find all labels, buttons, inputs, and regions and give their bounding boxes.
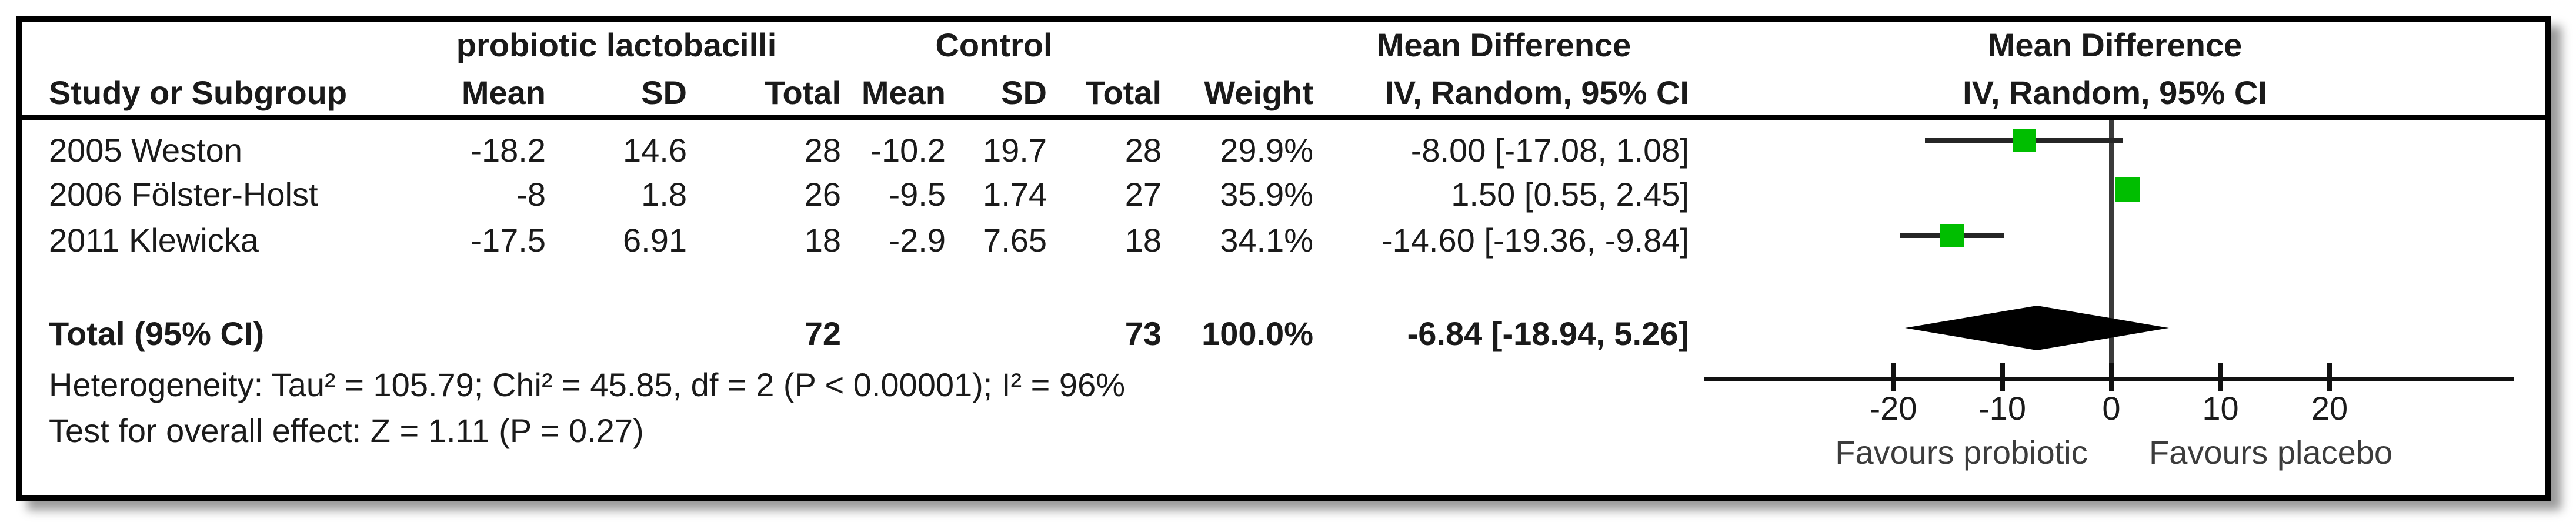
axis-tick-label: 10 xyxy=(2202,390,2239,427)
effect-square xyxy=(2013,129,2036,152)
ctl-mean-cell: -2.9 xyxy=(889,222,946,259)
exp-total-cell: 18 xyxy=(804,222,841,259)
header-separator-line xyxy=(22,115,2546,120)
favours-right-label: Favours placebo xyxy=(2148,434,2393,471)
ctl-sd-cell: 7.65 xyxy=(983,222,1047,259)
axis-tick-label: 0 xyxy=(2102,390,2121,427)
study-label: 2011 Klewicka xyxy=(49,222,259,259)
weight-cell: 35.9% xyxy=(1220,176,1313,213)
exp-total-cell: 28 xyxy=(804,132,841,169)
axis-tick xyxy=(1891,363,1896,391)
exp-sd-cell: 6.91 xyxy=(623,222,687,259)
ci-text-cell: 1.50 [0.55, 2.45] xyxy=(1451,176,1689,213)
ctl-total-cell: 28 xyxy=(1125,132,1162,169)
ci-text-cell: -14.60 [-19.36, -9.84] xyxy=(1381,222,1689,259)
ci-text-cell: -8.00 [-17.08, 1.08] xyxy=(1410,132,1689,169)
col-header-weight: Weight xyxy=(1204,74,1313,111)
exp-mean-cell: -18.2 xyxy=(471,132,546,169)
overall-effect-text: Test for overall effect: Z = 1.11 (P = 0… xyxy=(49,412,644,449)
ctl-total-cell: 18 xyxy=(1125,222,1162,259)
group-header-control: Control xyxy=(935,26,1053,63)
figure-border xyxy=(16,16,2551,501)
zero-reference-line xyxy=(2109,120,2114,379)
exp-mean-cell: -8 xyxy=(516,176,546,213)
exp-sd-cell: 14.6 xyxy=(623,132,687,169)
col-header-ctl-sd: SD xyxy=(1001,74,1047,111)
heterogeneity-text: Heterogeneity: Tau² = 105.79; Chi² = 45.… xyxy=(49,366,1126,403)
ctl-sd-cell: 1.74 xyxy=(983,176,1047,213)
axis-tick-label: -20 xyxy=(1869,390,1917,427)
ctl-mean-cell: -9.5 xyxy=(889,176,946,213)
pooled-diamond xyxy=(1904,306,2169,350)
axis-tick xyxy=(2218,363,2223,391)
exp-total-cell: 26 xyxy=(804,176,841,213)
axis-tick-label: 20 xyxy=(2311,390,2348,427)
group-header-mean-difference-plot: Mean Difference xyxy=(1987,26,2243,63)
axis-tick xyxy=(2327,363,2332,391)
total-ci-text-cell: -6.84 [-18.94, 5.26] xyxy=(1407,315,1689,352)
col-header-exp-sd: SD xyxy=(641,74,687,111)
axis-tick xyxy=(2109,363,2114,391)
col-header-ci-plot: IV, Random, 95% CI xyxy=(1963,74,2267,111)
exp-mean-cell: -17.5 xyxy=(471,222,546,259)
col-header-ctl-total: Total xyxy=(1085,74,1162,111)
effect-square xyxy=(1940,224,1964,247)
total-ctl-total-cell: 73 xyxy=(1125,315,1162,352)
axis-tick xyxy=(2000,363,2005,391)
study-label: 2005 Weston xyxy=(49,132,242,169)
group-header-experimental: probiotic lactobacilli xyxy=(456,26,777,63)
total-weight-cell: 100.0% xyxy=(1202,315,1313,352)
col-header-ci: IV, Random, 95% CI xyxy=(1384,74,1689,111)
effect-square xyxy=(2115,177,2140,202)
group-header-mean-difference-table: Mean Difference xyxy=(1376,26,1631,63)
weight-cell: 34.1% xyxy=(1220,222,1313,259)
favours-left-label: Favours probiotic xyxy=(1835,434,2088,471)
axis-tick-label: -10 xyxy=(1978,390,2026,427)
ctl-total-cell: 27 xyxy=(1125,176,1162,213)
total-label: Total (95% CI) xyxy=(49,315,265,352)
col-header-exp-total: Total xyxy=(765,74,841,111)
total-exp-total-cell: 72 xyxy=(804,315,841,352)
weight-cell: 29.9% xyxy=(1220,132,1313,169)
col-header-ctl-mean: Mean xyxy=(861,74,946,111)
col-header-exp-mean: Mean xyxy=(461,74,546,111)
col-header-study: Study or Subgroup xyxy=(49,74,348,111)
exp-sd-cell: 1.8 xyxy=(641,176,687,213)
study-label: 2006 Fölster-Holst xyxy=(49,176,318,213)
ctl-sd-cell: 19.7 xyxy=(983,132,1047,169)
ctl-mean-cell: -10.2 xyxy=(870,132,946,169)
